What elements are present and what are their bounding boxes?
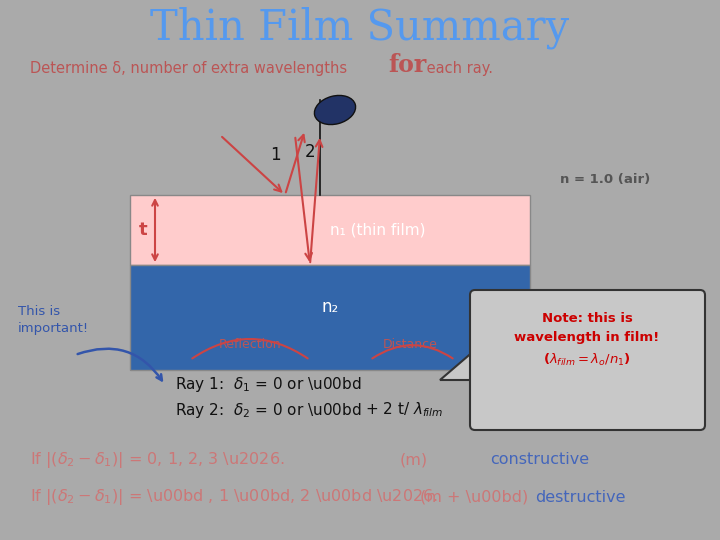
FancyArrowPatch shape xyxy=(78,349,162,380)
Text: Distance: Distance xyxy=(382,339,438,352)
Text: Reflection: Reflection xyxy=(219,339,282,352)
Text: for: for xyxy=(388,53,426,77)
Text: 1: 1 xyxy=(270,146,280,164)
Text: If $|(\delta_2 - \delta_1)|$ = \u00bd , 1 \u00bd, 2 \u00bd \u2026.: If $|(\delta_2 - \delta_1)|$ = \u00bd , … xyxy=(30,487,438,507)
Text: (m): (m) xyxy=(400,453,428,468)
Text: 2: 2 xyxy=(305,143,315,161)
Text: n = 1.0 (air): n = 1.0 (air) xyxy=(560,173,650,186)
FancyBboxPatch shape xyxy=(470,290,705,430)
Ellipse shape xyxy=(315,96,356,125)
Text: Note: this is
wavelength in film!
($\lambda_{film}= \lambda_o/n_1$): Note: this is wavelength in film! ($\lam… xyxy=(514,312,660,368)
Text: n₂: n₂ xyxy=(321,299,338,316)
Text: (m + \u00bd): (m + \u00bd) xyxy=(420,489,528,504)
Text: + 2 t/ $\lambda_{film}$: + 2 t/ $\lambda_{film}$ xyxy=(365,401,444,420)
Polygon shape xyxy=(440,350,475,380)
Text: Thin Film Summary: Thin Film Summary xyxy=(150,6,570,49)
Text: constructive: constructive xyxy=(490,453,589,468)
Text: destructive: destructive xyxy=(535,489,626,504)
Text: t: t xyxy=(139,221,148,239)
Bar xyxy=(130,265,530,370)
Text: each ray.: each ray. xyxy=(422,60,493,76)
Text: This is
important!: This is important! xyxy=(18,305,89,335)
Text: n₁ (thin film): n₁ (thin film) xyxy=(330,222,426,238)
Text: Ray 1:  $\delta_1$ = 0 or \u00bd: Ray 1: $\delta_1$ = 0 or \u00bd xyxy=(175,375,361,395)
Bar xyxy=(130,195,530,265)
Text: If $|(\delta_2 - \delta_1)|$ = 0, 1, 2, 3 \u2026.: If $|(\delta_2 - \delta_1)|$ = 0, 1, 2, … xyxy=(30,450,284,470)
Text: Ray 2:  $\delta_2$ = 0 or \u00bd: Ray 2: $\delta_2$ = 0 or \u00bd xyxy=(175,401,361,420)
Text: Determine δ, number of extra wavelengths: Determine δ, number of extra wavelengths xyxy=(30,60,352,76)
